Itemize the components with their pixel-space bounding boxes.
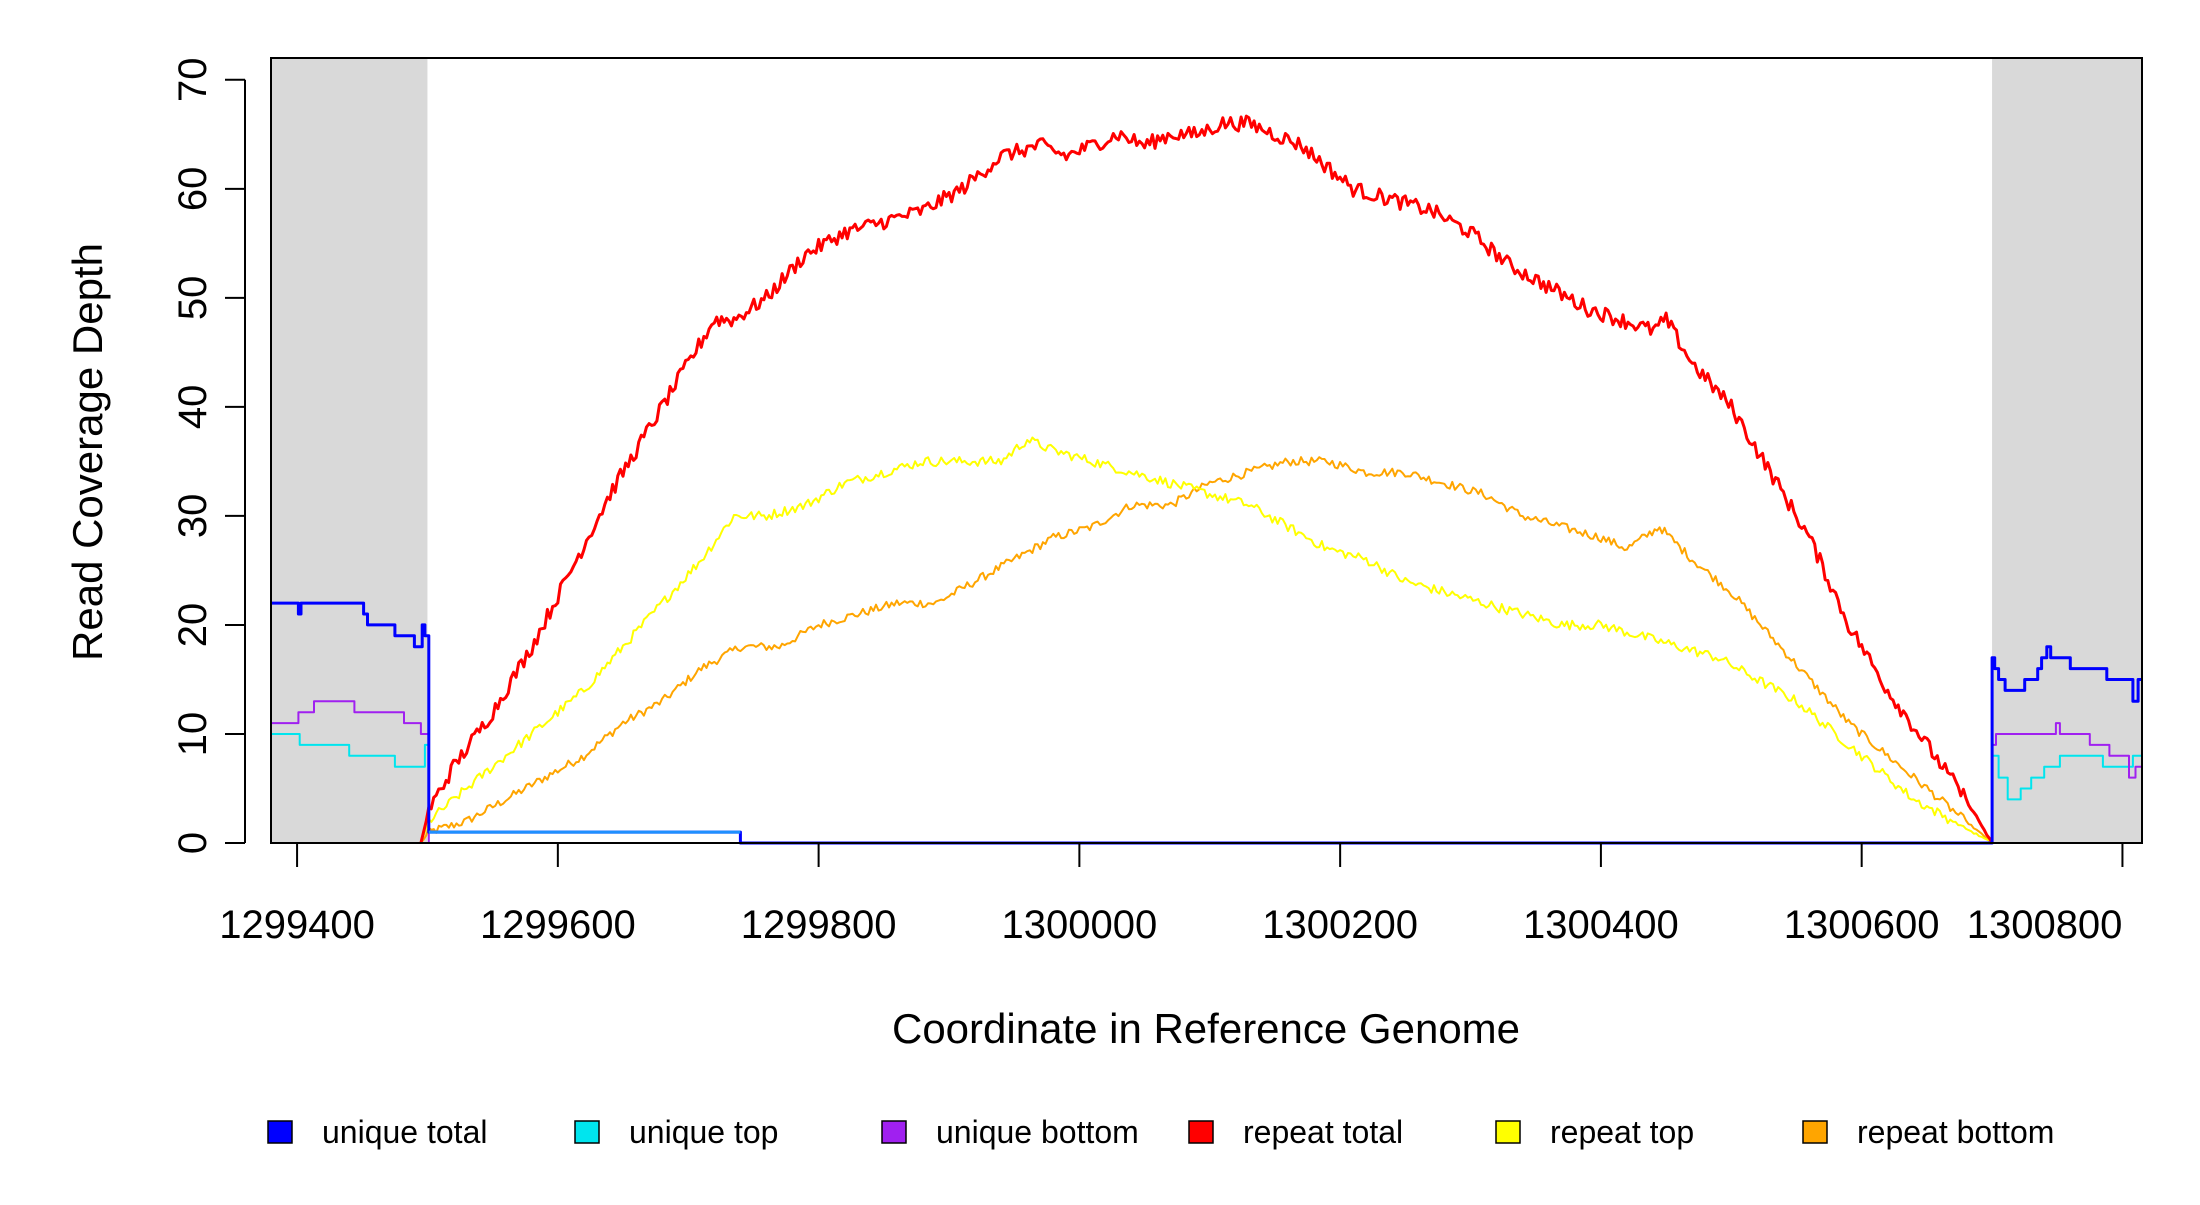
series-line-repeat-total (419, 114, 1994, 844)
x-axis-label: Coordinate in Reference Genome (892, 1005, 1520, 1052)
y-tick-label: 40 (171, 385, 215, 430)
y-tick-label: 0 (171, 832, 215, 854)
x-tick-label: 1300400 (1523, 903, 1679, 947)
legend-label: unique bottom (936, 1114, 1139, 1150)
legend-item-repeat-total: repeat total (1188, 1114, 1403, 1150)
legend-item-repeat-top: repeat top (1495, 1114, 1694, 1150)
legend-swatch (1802, 1120, 1828, 1144)
x-tick-label: 1300800 (1967, 903, 2123, 947)
legend-swatch (881, 1120, 907, 1144)
legend-item-unique-bottom: unique bottom (881, 1114, 1139, 1150)
y-tick-label: 50 (171, 276, 215, 321)
series-line-unique-bottom (271, 700, 2142, 844)
legend-swatch (1188, 1120, 1214, 1144)
legend-label: unique total (322, 1114, 487, 1150)
y-tick-label: 70 (171, 58, 215, 103)
legend-label: repeat total (1243, 1114, 1403, 1150)
legend-swatch (1495, 1120, 1521, 1144)
legend-label: unique top (629, 1114, 778, 1150)
x-tick-label: 1300000 (1002, 903, 1158, 947)
y-tick-label: 10 (171, 712, 215, 757)
shaded-region-1 (1992, 58, 2142, 843)
y-axis-label: Read Coverage Depth (64, 243, 111, 661)
legend-item-repeat-bottom: repeat bottom (1802, 1114, 2054, 1150)
y-tick-label: 30 (171, 494, 215, 539)
x-tick-label: 1299800 (741, 903, 897, 947)
legend-label: repeat bottom (1857, 1114, 2054, 1150)
shaded-region-0 (271, 58, 428, 843)
series-line-unique-top (271, 733, 2142, 844)
legend: unique total unique top unique bottom repea… (267, 1114, 2054, 1150)
shaded-regions (271, 58, 2142, 843)
x-tick-label: 1299600 (480, 903, 636, 947)
x-tick-label: 1300200 (1262, 903, 1418, 947)
plot-frame (270, 57, 2143, 844)
y-tick-label: 60 (171, 167, 215, 212)
series-line-repeat-top (419, 436, 1993, 844)
y-tick-label: 20 (171, 603, 215, 648)
x-axis: 1299400 1299600 1299800 1300000 1300200 13004… (219, 842, 2124, 947)
x-tick-label: 1300600 (1784, 903, 1940, 947)
legend-swatch (267, 1120, 293, 1144)
series-line-unique-total (271, 601, 2142, 845)
legend-item-unique-top: unique top (574, 1114, 778, 1150)
legend-swatch (574, 1120, 600, 1144)
series-line-repeat-bottom (420, 456, 1993, 844)
series-lines (271, 114, 2142, 845)
y-axis: 0 10 20 30 40 50 60 70 (171, 58, 246, 854)
legend-label: repeat top (1550, 1114, 1694, 1150)
legend-item-unique-total: unique total (267, 1114, 487, 1150)
x-tick-label: 1299400 (219, 903, 375, 947)
